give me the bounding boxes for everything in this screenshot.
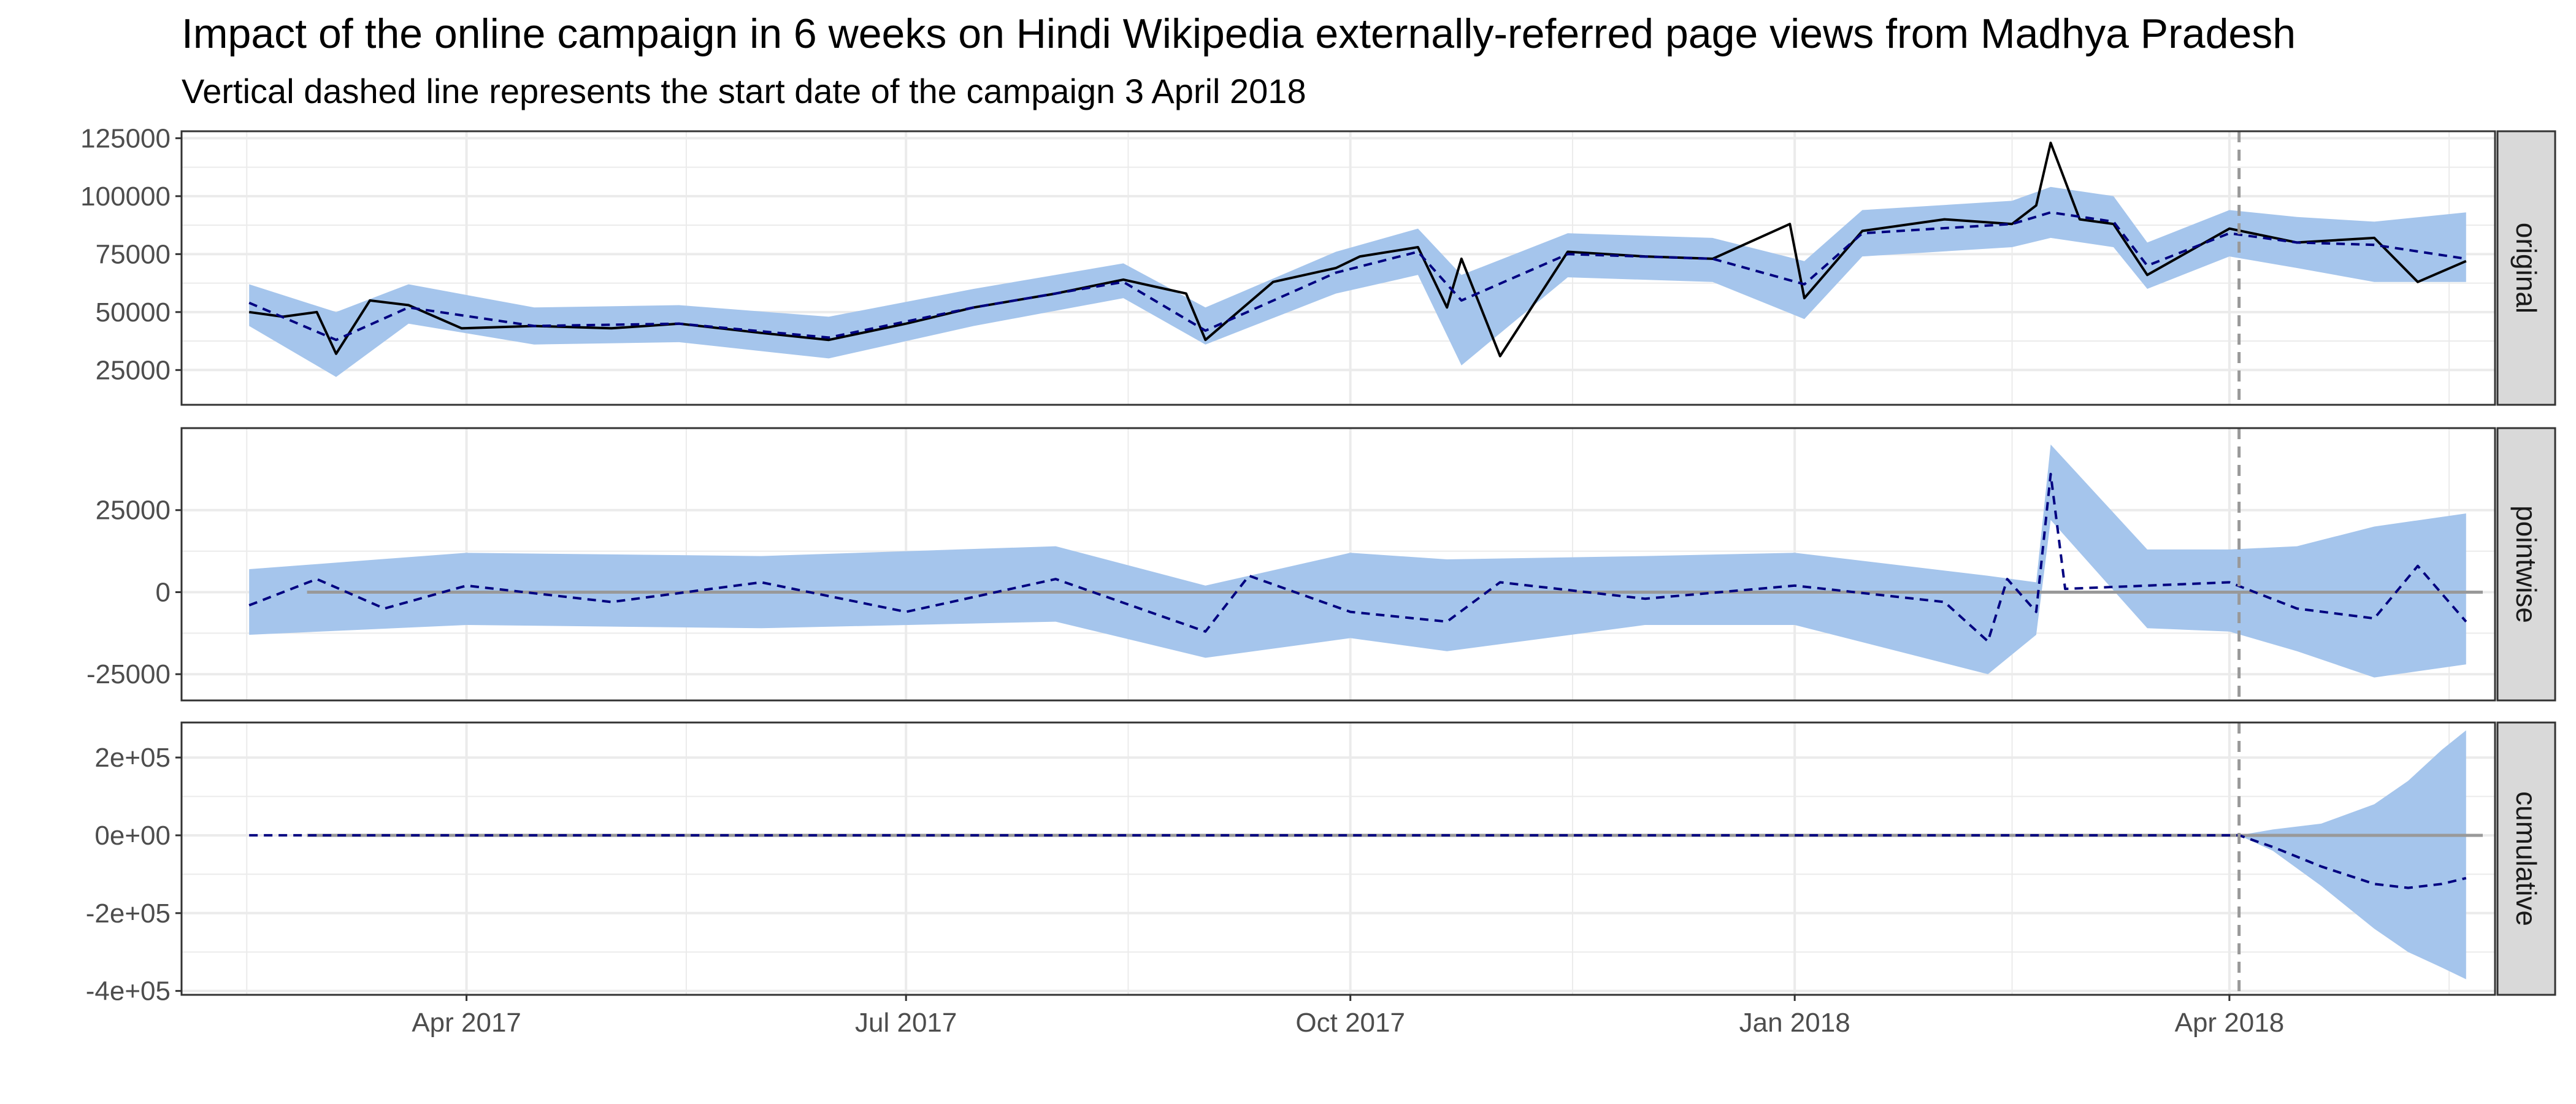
series-line-effect [248,472,2467,643]
strip-box [2496,427,2556,702]
panel-pointwise: -25000 0 25000 pointwise [86,427,2556,702]
strip-box [2496,130,2556,406]
x-tick-label: Jan 2018 [1739,1008,1850,1038]
panel-border [180,427,2496,702]
plot-area [248,444,2483,678]
y-tick-label: 75000 [96,239,171,269]
panel-background [182,723,2495,995]
strip-label-cumulative: cumulative [2510,791,2542,926]
strip-label-original: original [2510,223,2542,313]
plot-area [249,730,2483,979]
chart-subtitle: Vertical dashed line represents the star… [182,72,1306,110]
y-tick-label: -25000 [86,659,171,689]
confidence-band [249,444,2466,678]
strip-label-pointwise: pointwise [2510,505,2542,623]
panel-original: 25000 50000 75000 100000 125000 original [80,123,2556,406]
plot-area [248,141,2467,377]
y-tick-label: 0e+00 [94,821,171,851]
x-tick-label: Oct 2017 [1295,1008,1405,1038]
x-tick-label: Jul 2017 [855,1008,957,1038]
series-line-predicted [248,211,2467,342]
panel-border [180,130,2496,406]
y-tick-label: 125000 [80,123,171,153]
y-tick-label: -4e+05 [86,976,171,1006]
x-tick-label: Apr 2018 [2175,1008,2285,1038]
series-line-cumulative_effect [249,834,2467,889]
y-tick-label: 25000 [96,355,171,385]
strip-box [2496,721,2556,996]
y-tick-label: 50000 [96,297,171,328]
panel-cumulative: -4e+05 -2e+05 0e+00 2e+05 cumulative [86,721,2556,1006]
y-tick-label: -2e+05 [86,899,171,929]
confidence-band [2239,730,2466,979]
y-tick-label: 100000 [80,182,171,212]
y-tick-label: 2e+05 [94,743,171,773]
x-tick-label: Apr 2017 [412,1008,521,1038]
chart-title: Impact of the online campaign in 6 weeks… [182,10,2296,57]
panel-border [180,721,2496,996]
panels-group: 25000 50000 75000 100000 125000 original -2500… [80,123,2556,1038]
confidence-band [249,186,2466,377]
y-tick-label: 25000 [96,496,171,526]
y-tick-label: 0 [156,577,171,607]
